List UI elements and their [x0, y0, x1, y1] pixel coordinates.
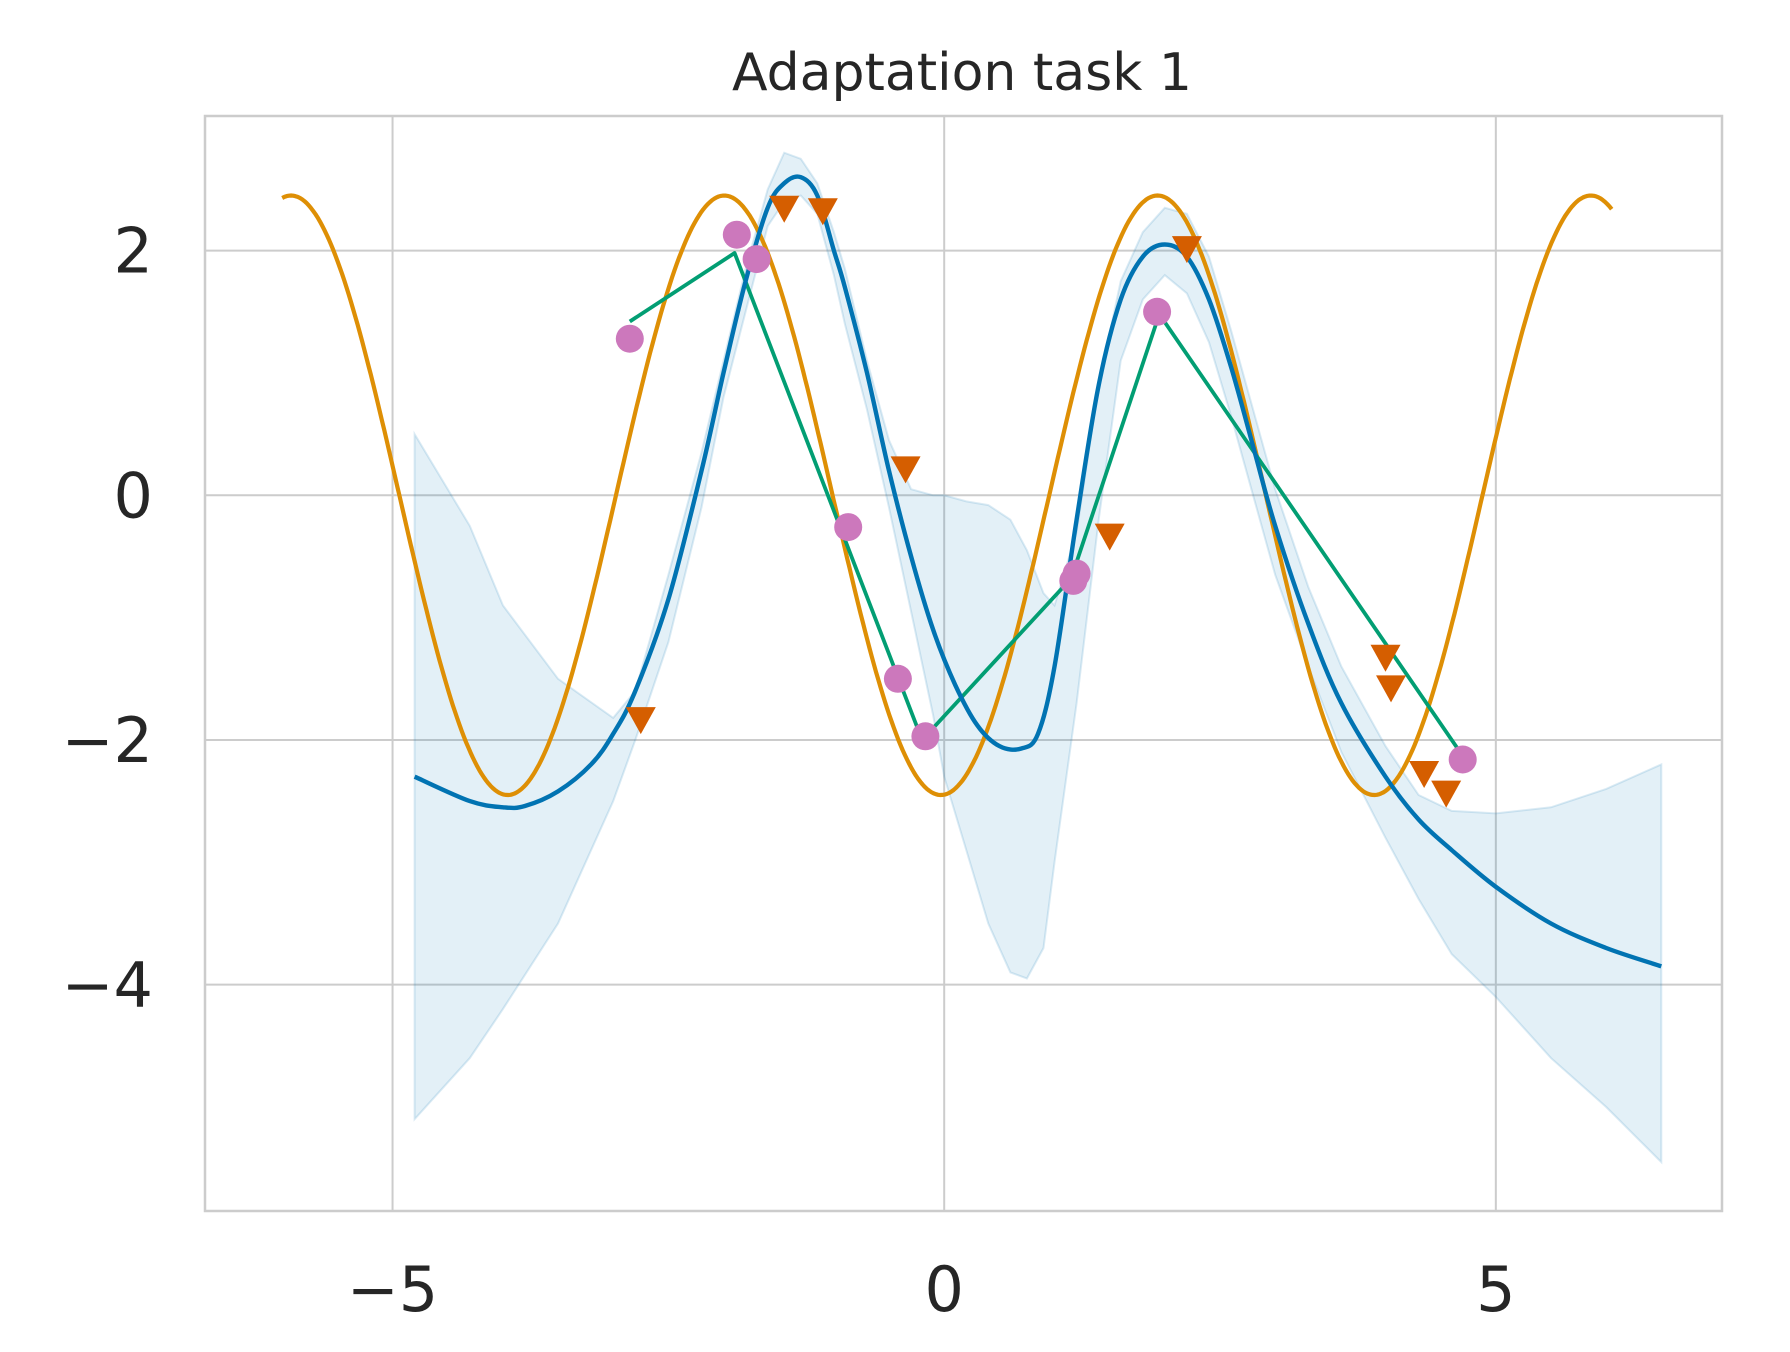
- chart-title: Adaptation task 1: [732, 43, 1192, 103]
- query-point: [1431, 780, 1462, 808]
- context-point: [1143, 297, 1172, 326]
- prediction-mean-line: [413, 174, 1663, 969]
- y-tick-label: 0: [114, 459, 153, 532]
- uncertainty-band: [413, 151, 1663, 1165]
- context-point: [742, 245, 771, 274]
- query-point: [890, 456, 921, 484]
- axes-frame: [203, 114, 1724, 1213]
- context-point: [722, 220, 751, 249]
- query-point: [625, 707, 656, 735]
- context-point: [615, 324, 644, 353]
- query-point: [1409, 761, 1440, 788]
- context-point: [1062, 559, 1091, 588]
- context-line: [628, 251, 1465, 757]
- context-point: [883, 664, 912, 693]
- x-tick-label: 0: [924, 1253, 963, 1326]
- plot-area: [281, 151, 1663, 1165]
- context-point: [1448, 745, 1477, 774]
- x-tick-label: 5: [1476, 1253, 1515, 1326]
- query-point: [1370, 644, 1401, 672]
- tick-labels: −5 0 5 −4 −2 0 2: [62, 215, 1516, 1326]
- context-point: [834, 513, 863, 542]
- y-tick-label: −4: [62, 949, 153, 1022]
- query-point: [807, 198, 838, 226]
- query-point: [769, 195, 800, 223]
- query-point: [1376, 675, 1407, 703]
- query-point: [1094, 523, 1125, 551]
- x-tick-label: −5: [347, 1253, 438, 1326]
- y-tick-label: 2: [114, 215, 153, 288]
- context-point: [911, 722, 940, 751]
- query-point: [1171, 236, 1202, 264]
- y-tick-label: −2: [62, 704, 153, 777]
